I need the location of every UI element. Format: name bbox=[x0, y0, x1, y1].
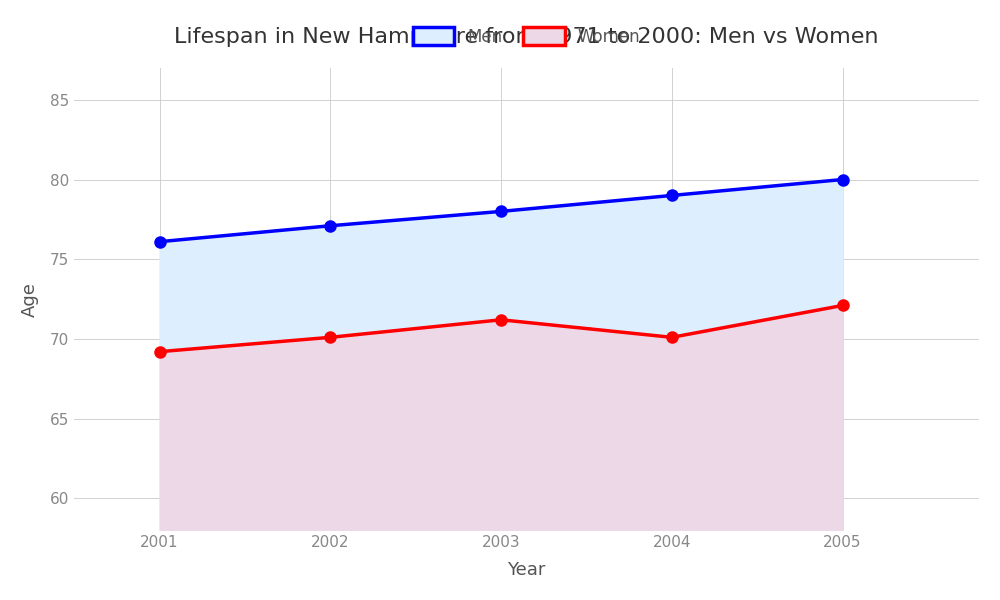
Title: Lifespan in New Hampshire from 1971 to 2000: Men vs Women: Lifespan in New Hampshire from 1971 to 2… bbox=[174, 27, 879, 47]
X-axis label: Year: Year bbox=[507, 561, 546, 579]
Y-axis label: Age: Age bbox=[21, 281, 39, 317]
Legend: Men, Women: Men, Women bbox=[406, 21, 647, 52]
